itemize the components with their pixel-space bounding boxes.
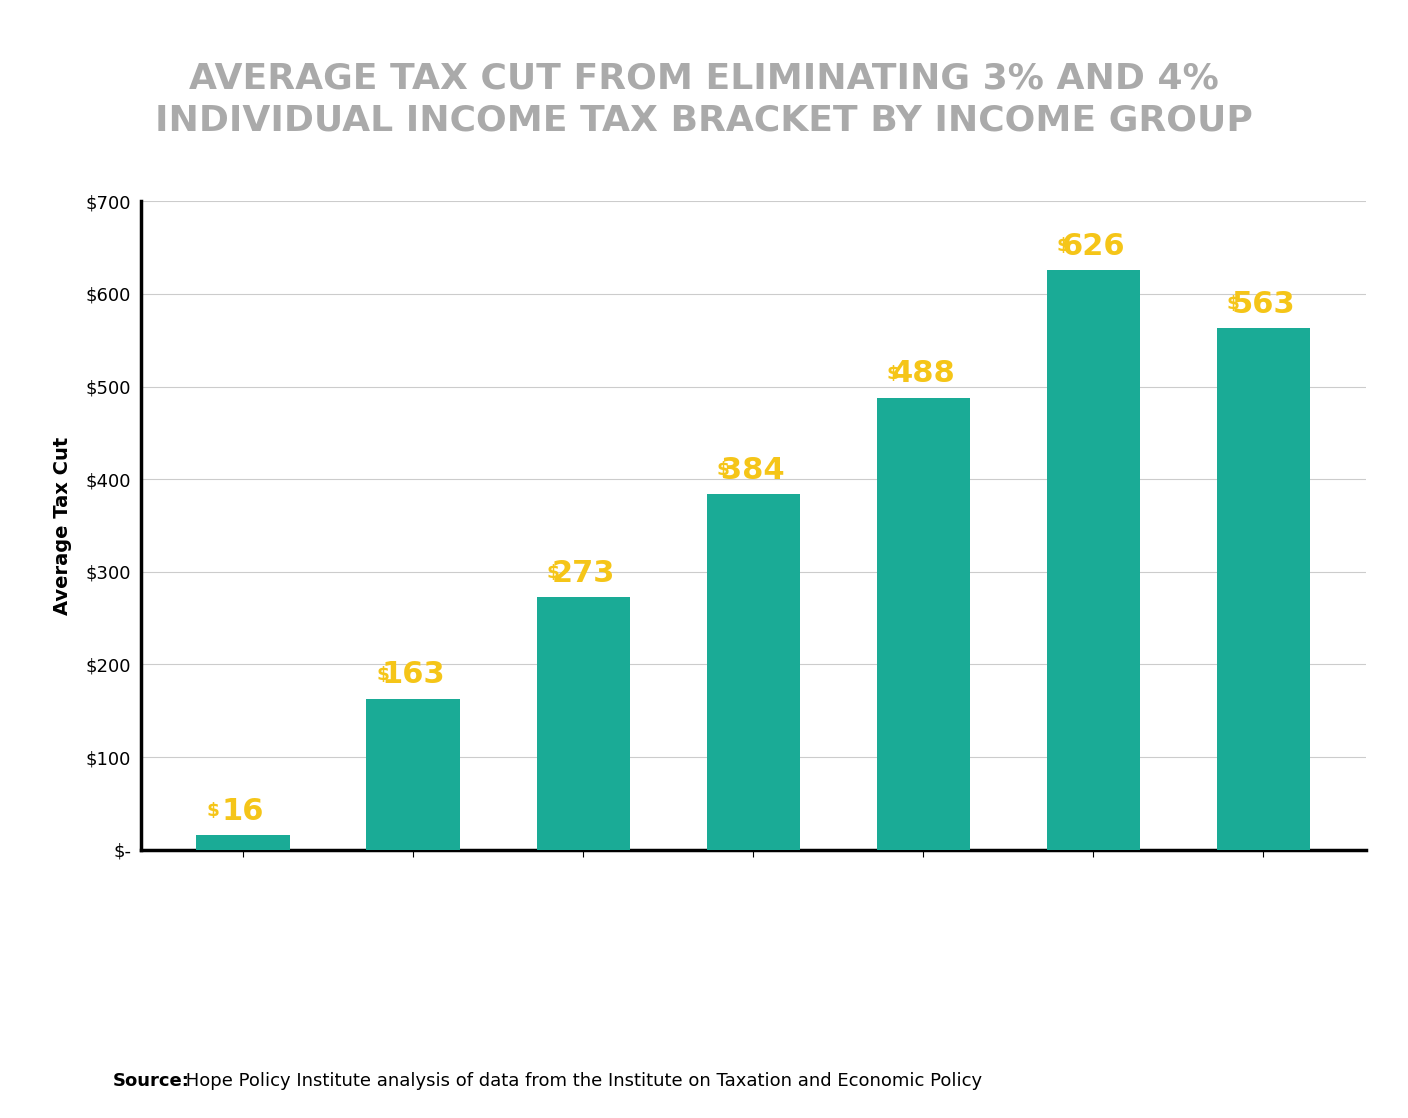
Text: $: $: [1056, 237, 1069, 255]
Text: 626: 626: [1062, 231, 1125, 260]
Text: 488: 488: [891, 359, 955, 388]
Text: $: $: [546, 563, 559, 582]
Bar: [197, 835, 290, 850]
Text: $: $: [717, 461, 729, 480]
Bar: [1046, 269, 1140, 850]
Text: $: $: [886, 364, 900, 382]
Text: $: $: [376, 666, 389, 684]
Y-axis label: Average Tax Cut: Average Tax Cut: [52, 436, 72, 615]
Text: 273: 273: [552, 559, 615, 588]
Bar: [707, 494, 800, 850]
Text: 163: 163: [382, 661, 445, 690]
Text: $: $: [206, 802, 220, 819]
Bar: [366, 699, 460, 850]
Text: $: $: [1226, 295, 1239, 313]
Text: Hope Policy Institute analysis of data from the Institute on Taxation and Econom: Hope Policy Institute analysis of data f…: [180, 1072, 983, 1090]
Text: 384: 384: [721, 456, 786, 485]
Bar: [877, 398, 970, 850]
Text: Source:: Source:: [113, 1072, 190, 1090]
Bar: [1217, 329, 1309, 850]
Text: AVERAGE TAX CUT FROM ELIMINATING 3% AND 4%
INDIVIDUAL INCOME TAX BRACKET BY INCO: AVERAGE TAX CUT FROM ELIMINATING 3% AND …: [155, 61, 1253, 138]
Bar: [536, 597, 629, 850]
Text: 16: 16: [222, 797, 265, 825]
Text: 563: 563: [1232, 290, 1295, 319]
